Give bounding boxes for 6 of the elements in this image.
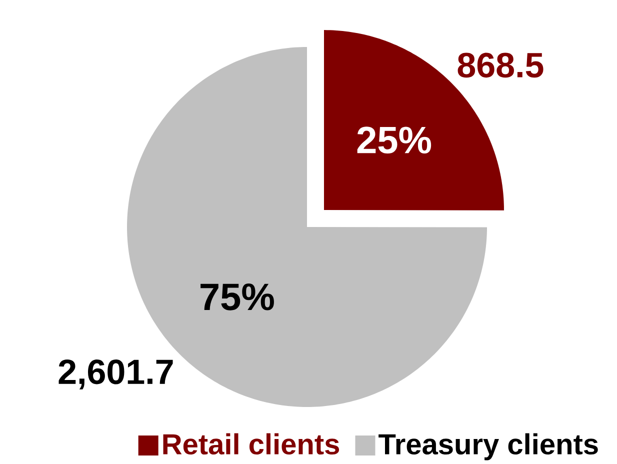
text: 75% bbox=[200, 284, 274, 310]
text: 25% bbox=[357, 126, 432, 154]
legend-label: Retail clients bbox=[163, 433, 340, 455]
data-label: 868.5 bbox=[458, 52, 544, 78]
data-label: 2,601.7 bbox=[58, 359, 173, 390]
legend-label: Treasury clients bbox=[378, 433, 598, 460]
